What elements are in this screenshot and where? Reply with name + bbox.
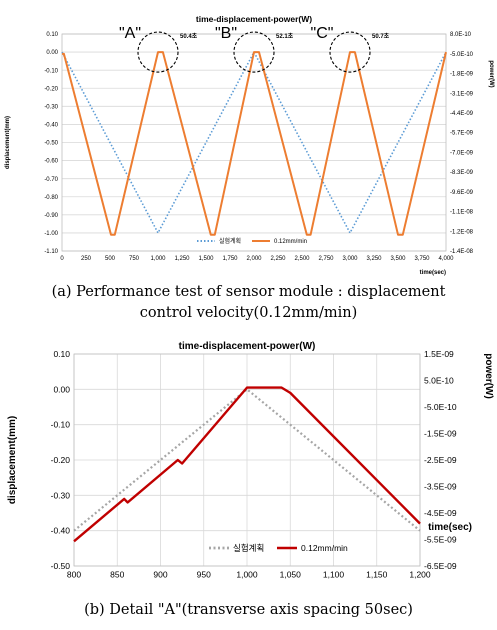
chart-a: time-displacement-power(W) 0.10 0.00 -0.10 -… [5,14,494,276]
y-axis-label: displacement(mm) [7,416,18,504]
annotation-label-2: "C" [311,25,334,42]
x-tick-label: 950 [197,570,211,580]
y2-tick-label: -7.0E-09 [450,150,474,156]
y2-tick-label: 5.0E-10 [424,375,454,385]
caption-a-line1: (a) Performance test of sensor module : … [51,284,446,300]
x-tick-label: 3,750 [414,256,430,262]
y-tick-label: -0.40 [51,526,71,536]
annotation-circle-0 [137,31,179,73]
y-tick-label: -0.10 [44,68,58,74]
plot-area [73,353,421,567]
x-axis-label: time(sec) [420,270,446,276]
y2-tick-label: -3.5E-09 [424,481,457,491]
y-tick-label: -0.10 [51,420,71,430]
series-line-1 [62,51,447,236]
x-tick-label: 850 [110,570,124,580]
y2-tick-label: -1.8E-09 [450,72,474,78]
x-tick-label: 500 [105,256,116,262]
caption-a-line2: control velocity(0.12mm/min) [139,305,358,321]
y-tick-label: -0.20 [51,455,71,465]
x-tick-label: 2,000 [246,256,262,262]
y2-tick-label: -1.2E-08 [450,229,474,235]
y2-axis-label: power(W) [483,353,494,399]
x-tick-label: 1,150 [366,570,388,580]
annotation-note-1: 52.1초 [276,32,294,40]
y2-tick-label: -5.5E-09 [424,534,457,544]
x-tick-label: 0 [60,256,64,262]
annotation-note-0: 50.4초 [180,32,198,40]
chart-title: time-displacement-power(W) [179,341,316,352]
y2-tick-label: -1.1E-08 [450,210,474,216]
x-tick-label: 2,500 [294,256,310,262]
y2-tick-label: -9.6E-09 [450,190,474,196]
caption-b: (b) Detail "A"(transverse axis spacing 5… [84,602,413,618]
y-tick-label: -0.60 [44,159,58,165]
annotation-circle-2 [329,31,371,73]
caption-a: (a) Performance test of sensor module : … [0,282,497,324]
y2-tick-label: -6.5E-09 [424,561,457,571]
y-axis-label: displacement(mm) [5,116,11,169]
x-axis-label: time(sec) [428,522,472,533]
y-tick-label: -1.10 [44,249,58,255]
y-tick-label: -1.00 [44,231,58,237]
annotation-label-0: "A" [119,25,141,42]
y2-tick-label: 1.5E-09 [424,349,454,359]
y2-tick-label: -5.0E-10 [424,402,457,412]
x-tick-label: 1,100 [323,570,345,580]
x-tick-label: 4,000 [438,256,454,262]
y2-tick-label: -8.3E-09 [450,170,474,176]
legend-label-0: 실험계획 [233,543,264,553]
x-tick-label: 250 [81,256,92,262]
x-tick-label: 2,250 [270,256,286,262]
y2-tick-label: -5.7E-09 [450,131,474,137]
legend-label-1: 0.12mm/min [274,239,307,245]
y-tick-label: 0.10 [46,32,58,38]
annotation-label-1: "B" [215,25,237,42]
x-tick-label: 1,050 [280,570,302,580]
y-tick-label: -0.90 [44,213,58,219]
legend-label-0: 실험계획 [219,237,241,245]
y-tick-label: -0.70 [44,177,58,183]
y-tick-label: -0.80 [44,195,58,201]
chart-title: time-displacement-power(W) [196,14,312,24]
y2-tick-label: -4.5E-09 [424,508,457,518]
y-tick-label: 0.10 [53,349,70,359]
x-tick-label: 900 [153,570,167,580]
x-tick-label: 800 [67,570,81,580]
series-line-1 [73,386,421,543]
y-tick-label: -0.30 [51,490,71,500]
y-tick-label: 0.00 [53,384,70,394]
x-tick-label: 3,000 [342,256,358,262]
y2-tick-label: -4.4E-09 [450,111,474,117]
plot-area [61,33,447,252]
series-line-0 [73,388,421,532]
y-tick-label: -0.40 [44,123,58,129]
x-tick-label: 3,500 [390,256,406,262]
y-tick-label: -0.30 [44,104,58,110]
legend-label-1: 0.12mm/min [301,543,348,553]
x-tick-label: 1,000 [150,256,166,262]
y2-tick-label: -2.5E-09 [424,455,457,465]
y2-tick-label: -1.5E-09 [424,428,457,438]
y2-tick-label: -3.1E-09 [450,91,474,97]
x-tick-label: 750 [129,256,140,262]
x-tick-label: 1,500 [198,256,214,262]
y-tick-label: -0.50 [44,141,58,147]
x-tick-label: 2,750 [318,256,334,262]
x-tick-label: 3,250 [366,256,382,262]
x-tick-label: 1,000 [236,570,258,580]
x-tick-label: 1,250 [174,256,190,262]
y-tick-label: -0.50 [51,561,71,571]
x-tick-label: 1,750 [222,256,238,262]
y-tick-label: -0.20 [44,86,58,92]
annotation-note-2: 50.7초 [372,32,390,40]
y2-tick-label: -5.0E-10 [450,52,474,58]
y2-tick-label: 8.0E-10 [450,32,472,38]
y2-tick-label: -1.4E-08 [450,249,474,255]
y-tick-label: 0.00 [46,50,58,56]
y2-axis-label: power(W) [488,60,494,87]
x-tick-label: 1,200 [409,570,431,580]
annotation-circle-1 [233,31,275,73]
